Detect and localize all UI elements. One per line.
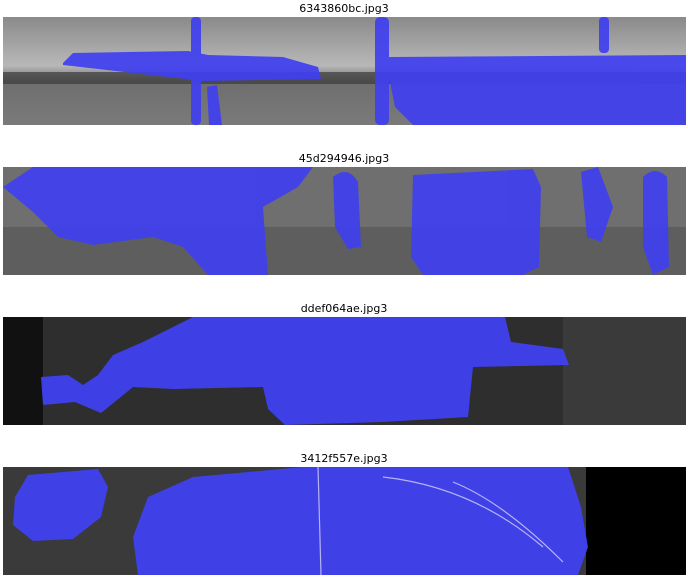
- panel-3-image: [3, 317, 686, 425]
- panel-4-image: [3, 467, 686, 575]
- panel-2-image: [3, 167, 686, 275]
- panel-2-title: 45d294946.jpg3: [0, 152, 688, 165]
- panel-4-title: 3412f557e.jpg3: [0, 452, 688, 465]
- panel-1-title: 6343860bc.jpg3: [0, 2, 688, 15]
- panel-3-title: ddef064ae.jpg3: [0, 302, 688, 315]
- panel-1-image: [3, 17, 686, 125]
